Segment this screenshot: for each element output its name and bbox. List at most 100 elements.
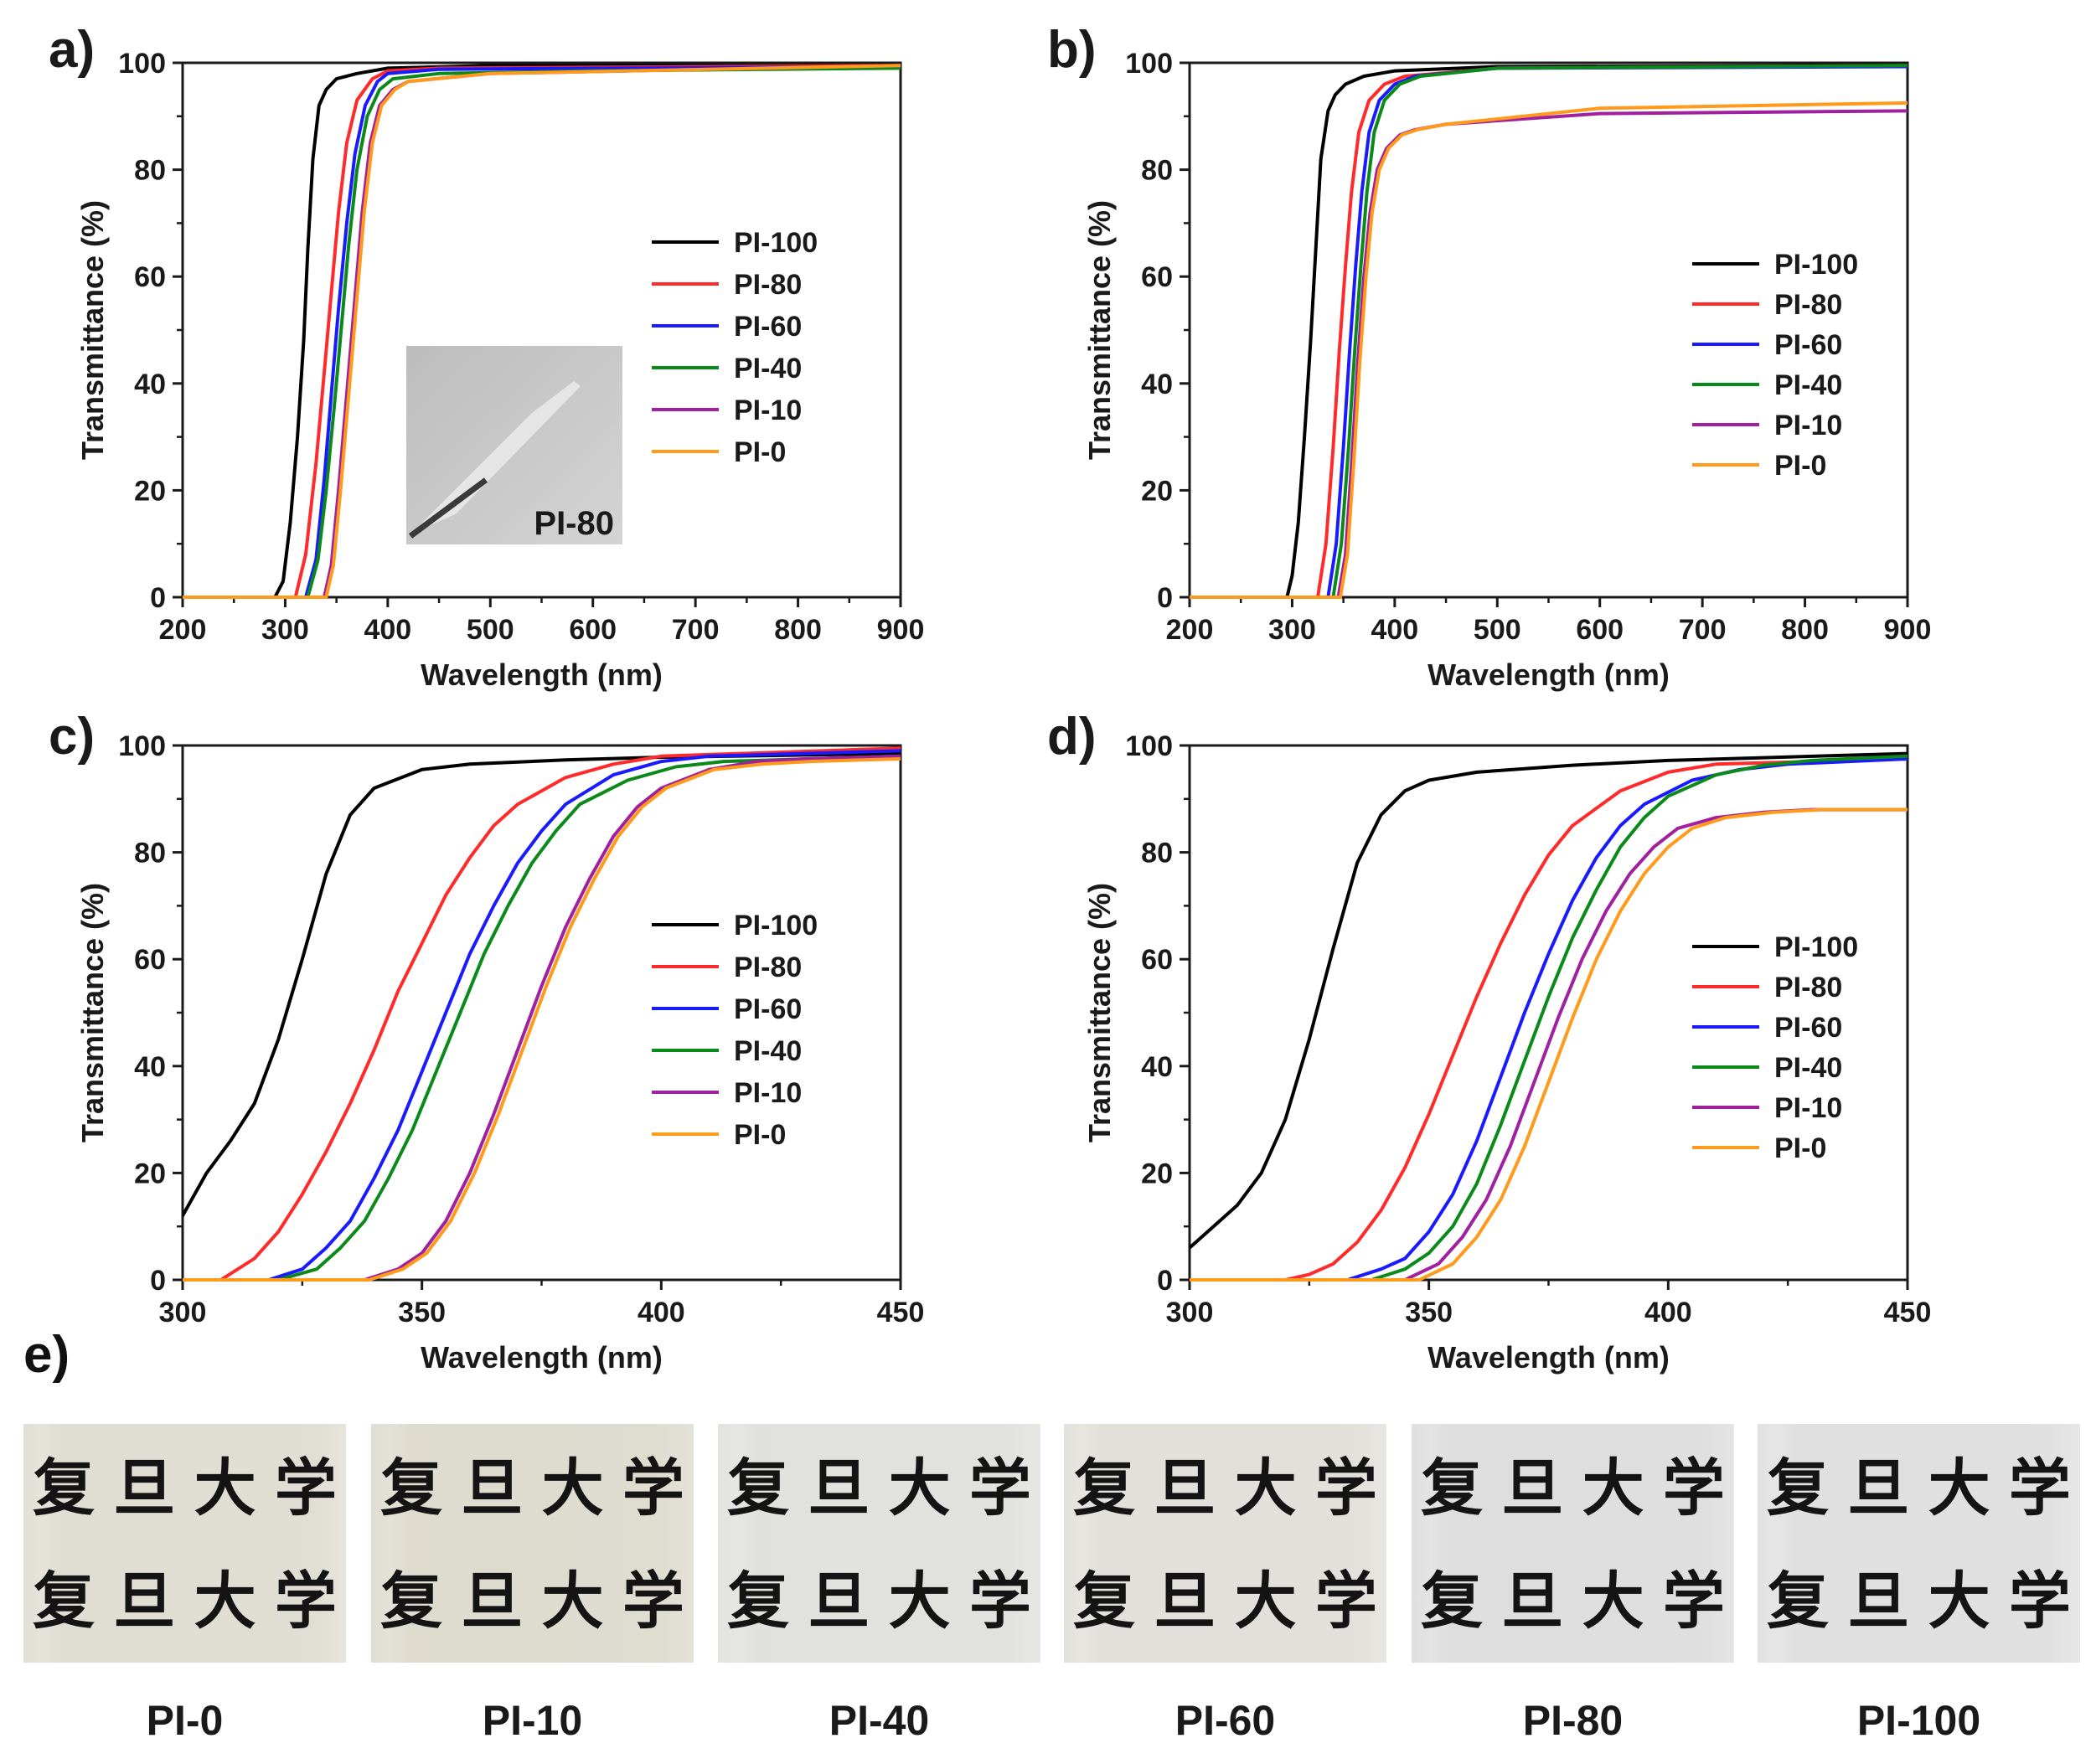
character-row: 复旦大学 (1064, 1457, 1386, 1519)
chinese-character: 学 (968, 1565, 1031, 1638)
series-line-pi-0 (183, 64, 901, 599)
x-tick-label: 500 (467, 614, 514, 646)
x-tick-label: 200 (1166, 614, 1214, 646)
chinese-character: 学 (1314, 1565, 1377, 1638)
series-group (183, 746, 901, 1282)
chinese-character: 复 (1421, 1565, 1484, 1638)
chinese-character: 旦 (808, 1565, 870, 1638)
character-row: 复旦大学 (1758, 1571, 2080, 1632)
y-tick-label: 80 (134, 838, 166, 869)
chinese-character: 大 (194, 1452, 256, 1524)
panel-d-chart: d) 300 350 400 450 0 20 40 60 80 100 Wavelength (nm… (1047, 708, 1931, 1375)
chinese-character: 旦 (1847, 1565, 1910, 1638)
y-axis-title: Transmittance (%) (1082, 883, 1117, 1142)
series-line-pi-60 (1190, 64, 1908, 599)
chinese-character: 大 (1234, 1452, 1297, 1524)
chinese-character: 学 (1662, 1452, 1725, 1524)
x-tick-label: 400 (364, 614, 411, 646)
figure: a)200 300 400 500 600 700 800 900020406080100Wa… (49, 21, 1931, 1375)
legend-label: PI-10 (1774, 1092, 1842, 1124)
legend-label: PI-100 (1774, 931, 1858, 963)
series-line-pi-40 (1190, 64, 1908, 599)
y-axis-title: Transmittance (%) (1082, 200, 1117, 460)
chinese-character: 学 (1314, 1452, 1377, 1524)
y-tick-label: 80 (1141, 155, 1173, 187)
legend-label: PI-10 (734, 395, 802, 426)
film-photo: 复旦大学复旦大学 (1412, 1424, 1734, 1663)
series-line-pi-10 (1190, 807, 1908, 1282)
chinese-character: 旦 (113, 1565, 176, 1638)
series-line-pi-60 (183, 64, 901, 599)
x-tick-label: 450 (877, 1297, 925, 1328)
series-line-pi-100 (183, 64, 901, 599)
photo-label: PI-80 (1522, 1697, 1624, 1744)
series-line-pi-60 (183, 749, 901, 1282)
y-tick-label: 40 (134, 1051, 166, 1083)
film-overlay (1412, 1424, 1734, 1663)
panel-e-label: e) (23, 1326, 70, 1384)
y-tick-label: 60 (134, 944, 166, 976)
x-tick-label: 700 (672, 614, 720, 646)
legend-label: PI-60 (734, 311, 802, 343)
x-axis-title: Wavelength (nm) (1427, 658, 1670, 692)
film-photo: 复旦大学复旦大学 (1064, 1424, 1386, 1663)
y-tick-label: 0 (150, 582, 166, 614)
x-tick-label: 300 (261, 614, 309, 646)
y-tick-label: 0 (150, 1265, 166, 1297)
legend-label: PI-40 (1774, 1052, 1842, 1084)
chinese-character: 学 (2008, 1565, 2071, 1638)
legend-label: PI-40 (1774, 369, 1842, 401)
series-line-pi-100 (183, 751, 901, 1218)
chinese-character: 复 (380, 1565, 443, 1638)
chinese-character: 旦 (1501, 1565, 1564, 1638)
x-tick-label: 700 (1679, 614, 1727, 646)
chinese-character: 复 (1073, 1452, 1136, 1524)
y-tick-label: 100 (1125, 48, 1173, 80)
series-line-pi-0 (183, 757, 901, 1282)
series-line-pi-40 (1190, 754, 1908, 1282)
film-photo: 复旦大学复旦大学 (371, 1424, 694, 1663)
panel-label: a) (49, 21, 95, 79)
y-tick-label: 40 (1141, 1051, 1173, 1083)
chinese-character: 旦 (1154, 1452, 1216, 1524)
legend-label: PI-60 (1774, 1012, 1842, 1044)
film-overlay (371, 1424, 694, 1663)
character-row: 复旦大学 (718, 1571, 1040, 1632)
legend-label: PI-100 (734, 227, 818, 259)
chinese-character: 大 (1234, 1565, 1297, 1638)
x-axis-title: Wavelength (nm) (1427, 1340, 1670, 1375)
chinese-character: 旦 (1847, 1452, 1910, 1524)
legend-label: PI-100 (1774, 249, 1858, 281)
chinese-character: 复 (380, 1452, 443, 1524)
y-tick-label: 80 (134, 155, 166, 187)
character-row: 复旦大学 (1412, 1457, 1734, 1519)
legend-label: PI-80 (734, 269, 802, 301)
chinese-character: 旦 (808, 1452, 870, 1524)
x-tick-label: 350 (398, 1297, 446, 1328)
character-row: 复旦大学 (1064, 1571, 1386, 1632)
x-tick-label: 500 (1474, 614, 1521, 646)
chinese-character: 大 (541, 1452, 604, 1524)
legend-label: PI-80 (1774, 972, 1842, 1003)
series-line-pi-100 (1190, 64, 1908, 599)
film-overlay (23, 1424, 346, 1663)
photo-label: PI-100 (1856, 1697, 1981, 1744)
chinese-character: 学 (622, 1565, 684, 1638)
panel-c-chart: c) 300 350 400 450 0 20 40 60 80 100 Wavelength (nm… (49, 708, 924, 1375)
chinese-character: 复 (1767, 1452, 1830, 1524)
chinese-character: 复 (33, 1565, 96, 1638)
chinese-character: 大 (1582, 1565, 1644, 1638)
x-tick-label: 800 (1781, 614, 1829, 646)
x-tick-label: 900 (1884, 614, 1932, 646)
legend-label: PI-0 (1774, 450, 1826, 482)
x-tick-label: 400 (1371, 614, 1418, 646)
legend-label: PI-80 (1774, 289, 1842, 321)
chinese-character: 学 (622, 1452, 684, 1524)
y-tick-label: 0 (1157, 1265, 1173, 1297)
series-line-pi-100 (1190, 751, 1908, 1250)
chinese-character: 旦 (461, 1452, 524, 1524)
panel-b-chart: b) 200 300 400 500 600 700 800 900 0 20 40 60 80 100 Wa… (1047, 21, 1931, 692)
series-line-pi-0 (1190, 101, 1908, 599)
x-tick-label: 450 (1884, 1297, 1932, 1328)
y-tick-label: 60 (134, 261, 166, 293)
